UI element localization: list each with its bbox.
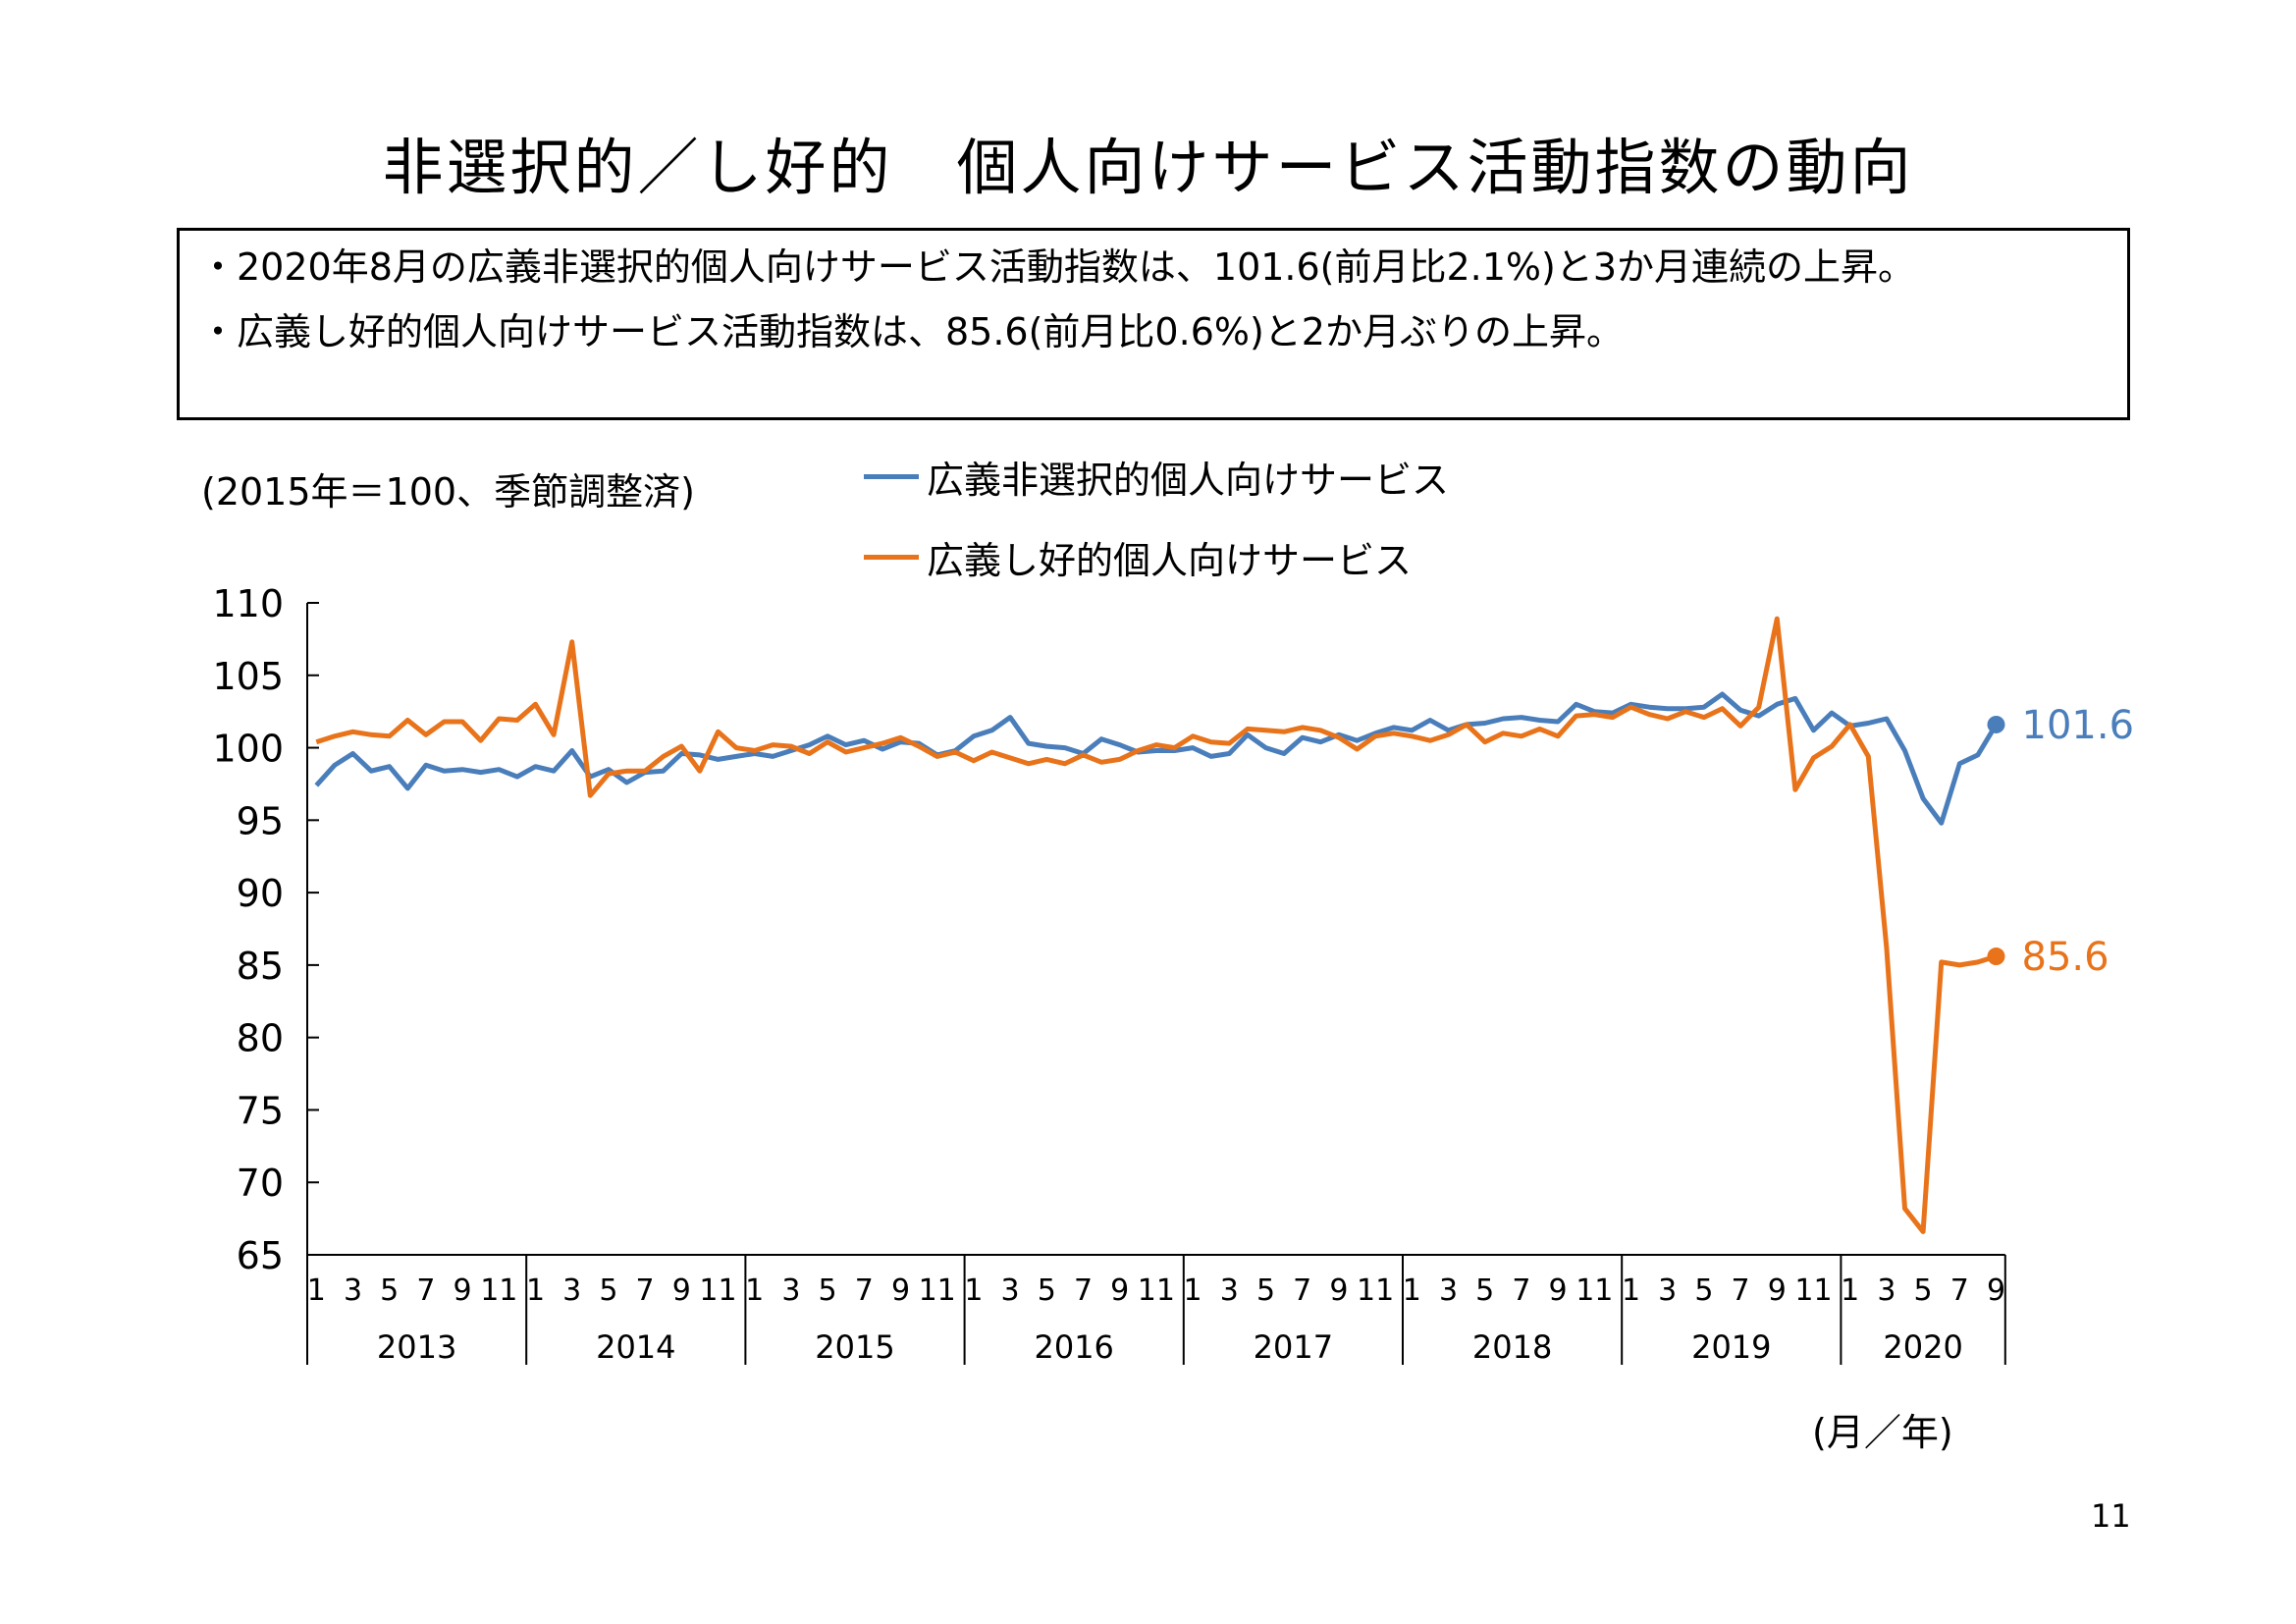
- month-tick-label: 1: [526, 1273, 545, 1308]
- month-tick-label: 9: [454, 1273, 472, 1308]
- unit-note: (2015年＝100、季節調整済): [201, 470, 695, 514]
- month-tick-label: 3: [1877, 1273, 1896, 1308]
- month-tick-label: 1: [307, 1273, 326, 1308]
- month-tick-label: 1: [1622, 1273, 1640, 1308]
- year-label: 2014: [596, 1328, 675, 1366]
- y-tick-label: 80: [237, 1017, 284, 1060]
- year-label: 2019: [1691, 1328, 1771, 1366]
- year-label: 2017: [1254, 1328, 1333, 1366]
- month-tick-label: 3: [781, 1273, 800, 1308]
- month-tick-label: 7: [636, 1273, 655, 1308]
- month-tick-label: 3: [1658, 1273, 1677, 1308]
- year-label: 2015: [815, 1328, 894, 1366]
- y-tick-label: 105: [212, 655, 284, 698]
- y-tick-label: 70: [237, 1162, 284, 1205]
- month-tick-label: 7: [855, 1273, 874, 1308]
- y-tick-label: 100: [212, 728, 284, 771]
- legend-item-series-1: 広義非選択的個人向けサービス: [864, 450, 1449, 504]
- year-label: 2020: [1883, 1328, 1962, 1366]
- month-tick-label: 9: [1987, 1273, 2005, 1308]
- month-tick-label: 1: [964, 1273, 983, 1308]
- month-tick-label: 11: [480, 1273, 517, 1308]
- month-tick-label: 9: [672, 1273, 691, 1308]
- month-tick-label: 5: [380, 1273, 399, 1308]
- month-tick-label: 3: [1439, 1273, 1458, 1308]
- legend-label-series-1: 広義非選択的個人向けサービス: [927, 459, 1450, 502]
- month-tick-label: 5: [1694, 1273, 1713, 1308]
- legend-swatch-series-1: [864, 474, 919, 479]
- summary-line-2: ・広義し好的個人向けサービス活動指数は、85.6(前月比0.6%)と2か月ぶりの…: [199, 310, 1624, 353]
- month-tick-label: 7: [1074, 1273, 1093, 1308]
- month-tick-label: 5: [599, 1273, 617, 1308]
- month-tick-label: 9: [1329, 1273, 1348, 1308]
- summary-line-1: ・2020年8月の広義非選択的個人向けサービス活動指数は、101.6(前月比2.…: [199, 245, 1916, 289]
- month-tick-label: 9: [1549, 1273, 1568, 1308]
- year-label: 2018: [1472, 1328, 1552, 1366]
- month-tick-label: 5: [1914, 1273, 1933, 1308]
- month-tick-label: 5: [1475, 1273, 1494, 1308]
- month-tick-label: 3: [344, 1273, 362, 1308]
- year-label: 2013: [377, 1328, 456, 1366]
- y-tick-label: 90: [237, 872, 284, 915]
- series-end-marker-2: [1987, 947, 2005, 966]
- page-title: 非選択的／し好的 個人向けサービス活動指数の動向: [382, 132, 1914, 203]
- month-tick-label: 5: [1256, 1273, 1275, 1308]
- month-tick-label: 1: [745, 1273, 764, 1308]
- month-tick-label: 9: [891, 1273, 910, 1308]
- month-tick-label: 11: [1575, 1273, 1613, 1308]
- y-tick-label: 75: [237, 1089, 284, 1132]
- month-tick-label: 7: [1950, 1273, 1969, 1308]
- month-tick-label: 11: [699, 1273, 736, 1308]
- month-tick-label: 11: [1138, 1273, 1175, 1308]
- month-tick-label: 7: [1512, 1273, 1530, 1308]
- series-end-marker-1: [1987, 715, 2005, 733]
- page-number: 11: [2091, 1497, 2131, 1535]
- legend-swatch-series-2: [864, 555, 919, 560]
- y-tick-label: 65: [237, 1234, 284, 1277]
- legend-item-series-2: 広義し好的個人向けサービス: [864, 530, 1412, 584]
- month-tick-label: 1: [1841, 1273, 1859, 1308]
- month-tick-label: 11: [1357, 1273, 1394, 1308]
- month-tick-label: 3: [1220, 1273, 1239, 1308]
- month-tick-label: 7: [1293, 1273, 1311, 1308]
- y-tick-label: 110: [212, 582, 284, 625]
- series-end-label-2: 85.6: [2022, 935, 2109, 980]
- month-tick-label: 3: [1001, 1273, 1020, 1308]
- month-tick-label: 1: [1184, 1273, 1202, 1308]
- year-label: 2016: [1034, 1328, 1113, 1366]
- series-line-1: [314, 691, 1999, 826]
- series-end-label-1: 101.6: [2022, 703, 2135, 748]
- summary-box: ・2020年8月の広義非選択的個人向けサービス活動指数は、101.6(前月比2.…: [177, 228, 2130, 420]
- month-tick-label: 9: [1110, 1273, 1129, 1308]
- month-tick-label: 7: [416, 1273, 435, 1308]
- y-tick-label: 85: [237, 945, 284, 988]
- y-tick-label: 95: [237, 799, 284, 842]
- series-line-2: [315, 616, 1998, 1234]
- month-tick-label: 11: [919, 1273, 956, 1308]
- month-tick-label: 1: [1403, 1273, 1421, 1308]
- month-tick-label: 5: [819, 1273, 837, 1308]
- x-axis-unit-label: (月／年): [1812, 1411, 1953, 1454]
- month-tick-label: 11: [1794, 1273, 1832, 1308]
- legend-label-series-2: 広義し好的個人向けサービス: [927, 539, 1413, 582]
- month-tick-label: 7: [1732, 1273, 1750, 1308]
- month-tick-label: 5: [1038, 1273, 1056, 1308]
- month-tick-label: 9: [1768, 1273, 1787, 1308]
- month-tick-label: 3: [562, 1273, 581, 1308]
